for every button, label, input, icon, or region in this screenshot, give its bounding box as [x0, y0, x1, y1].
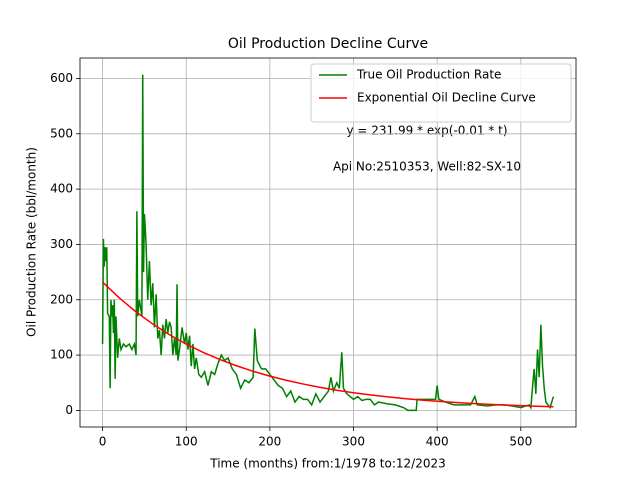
x-tick-label: 0 [99, 435, 107, 449]
x-tick-label: 100 [175, 435, 198, 449]
annotation: Api No:2510353, Well:82-SX-10 [333, 160, 521, 174]
y-tick-label: 300 [50, 237, 73, 251]
legend-label: Exponential Oil Decline Curve [357, 91, 536, 105]
x-tick-label: 300 [342, 435, 365, 449]
chart-title: Oil Production Decline Curve [228, 36, 428, 52]
x-tick-label: 200 [258, 435, 281, 449]
y-tick-label: 600 [50, 71, 73, 85]
y-tick-label: 500 [50, 126, 73, 140]
y-tick-label: 400 [50, 182, 73, 196]
series-line [102, 281, 554, 408]
annotation: y = 231.99 * exp(-0.01 * t) [346, 124, 507, 138]
y-tick-label: 0 [65, 403, 73, 417]
legend-label: True Oil Production Rate [356, 68, 501, 82]
plot-frame [79, 57, 577, 428]
legend-box [310, 63, 572, 123]
y-axis-label: Oil Production Rate (bbl/month) [25, 147, 39, 337]
x-axis-label: Time (months) from:1/1978 to:12/2023 [209, 457, 446, 471]
x-tick-label: 400 [426, 435, 449, 449]
y-tick-label: 200 [50, 292, 73, 306]
series-line [101, 74, 555, 412]
y-tick-label: 100 [50, 348, 73, 362]
x-tick-label: 500 [509, 435, 532, 449]
